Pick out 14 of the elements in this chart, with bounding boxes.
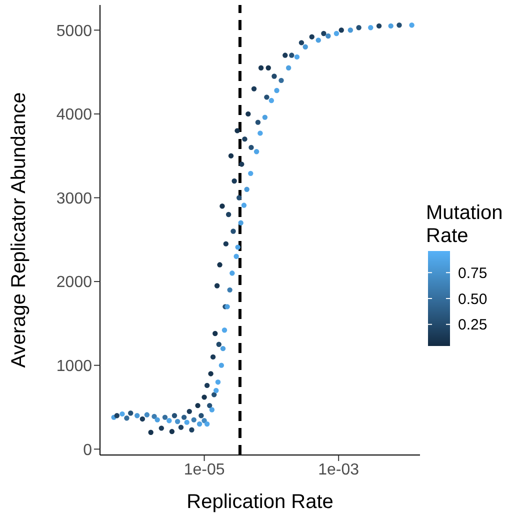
x-tick-label: 1e-05 <box>184 461 225 478</box>
y-tick-label: 0 <box>83 442 92 459</box>
y-tick-label: 5000 <box>56 22 92 40</box>
color-bar-label: 0.25 <box>458 316 488 334</box>
x-tick-label: 1e-03 <box>318 461 360 478</box>
y-axis-title: Average Replicator Abundance <box>8 92 30 368</box>
y-tick-label: 4000 <box>56 106 92 124</box>
y-tick-label: 3000 <box>56 190 92 208</box>
color-bar-label: 0.75 <box>458 265 488 282</box>
x-axis-title: Replication Rate <box>186 491 334 513</box>
y-tick-label: 2000 <box>56 274 92 292</box>
y-tick-label: 1000 <box>56 358 92 376</box>
color-bar-label: 0.50 <box>458 290 488 308</box>
color-bar-title: Mutation Rate <box>426 202 503 247</box>
